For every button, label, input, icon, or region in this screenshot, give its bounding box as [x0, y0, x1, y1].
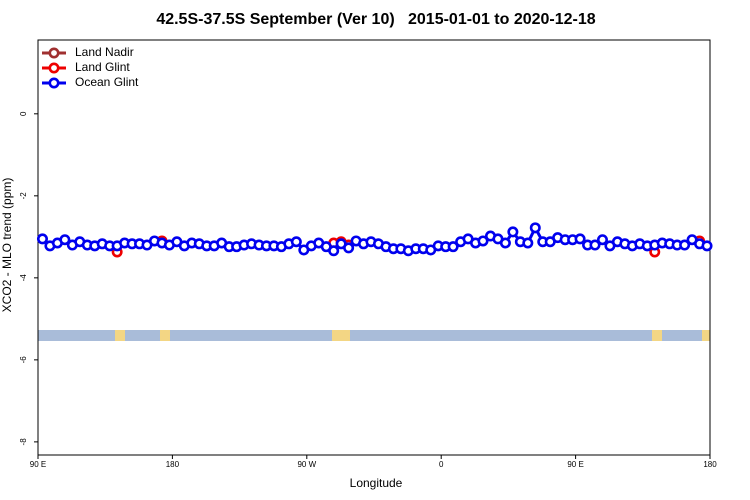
legend-label: Ocean Glint	[75, 75, 139, 89]
legend-marker	[48, 62, 60, 74]
legend-marker	[48, 77, 60, 89]
y-tick-label: -6	[19, 356, 28, 364]
data-point	[574, 233, 586, 245]
data-point	[36, 233, 48, 245]
land-patch	[160, 330, 170, 341]
x-tick-label: 90 E	[30, 460, 46, 469]
chart-title: 42.5S-37.5S September (Ver 10) 2015-01-0…	[156, 11, 595, 28]
data-point	[59, 234, 71, 246]
data-point	[679, 239, 691, 251]
data-point	[522, 237, 534, 249]
y-tick-label: -4	[19, 274, 28, 282]
x-axis-label: Longitude	[350, 476, 403, 490]
data-point	[343, 242, 355, 254]
legend-label: Land Glint	[75, 60, 130, 74]
data-point	[447, 241, 459, 253]
ocean-band	[38, 330, 710, 341]
data-point	[596, 234, 608, 246]
y-tick-label: 0	[19, 111, 28, 116]
legend-label: Land Nadir	[75, 45, 134, 59]
legend-marker	[48, 47, 60, 59]
land-patch	[702, 330, 710, 341]
y-tick-label: -8	[19, 438, 28, 446]
land-patch	[115, 330, 125, 341]
x-tick-label: 90 E	[567, 460, 583, 469]
land-patch	[332, 330, 350, 341]
land-patch	[652, 330, 662, 341]
y-axis-label: XCO2 - MLO trend (ppm)	[0, 178, 14, 313]
data-point	[477, 235, 489, 247]
x-tick-label: 0	[439, 460, 444, 469]
x-tick-label: 180	[166, 460, 180, 469]
x-tick-label: 180	[703, 460, 717, 469]
data-point	[529, 222, 541, 234]
y-tick-label: -2	[19, 192, 28, 200]
data-point	[589, 239, 601, 251]
data-point	[290, 236, 302, 248]
data-point	[701, 240, 713, 252]
land-mask-band	[38, 330, 710, 341]
data-point	[507, 226, 519, 238]
data-point	[328, 245, 340, 257]
x-tick-label: 90 W	[297, 460, 316, 469]
data-point	[499, 237, 511, 249]
